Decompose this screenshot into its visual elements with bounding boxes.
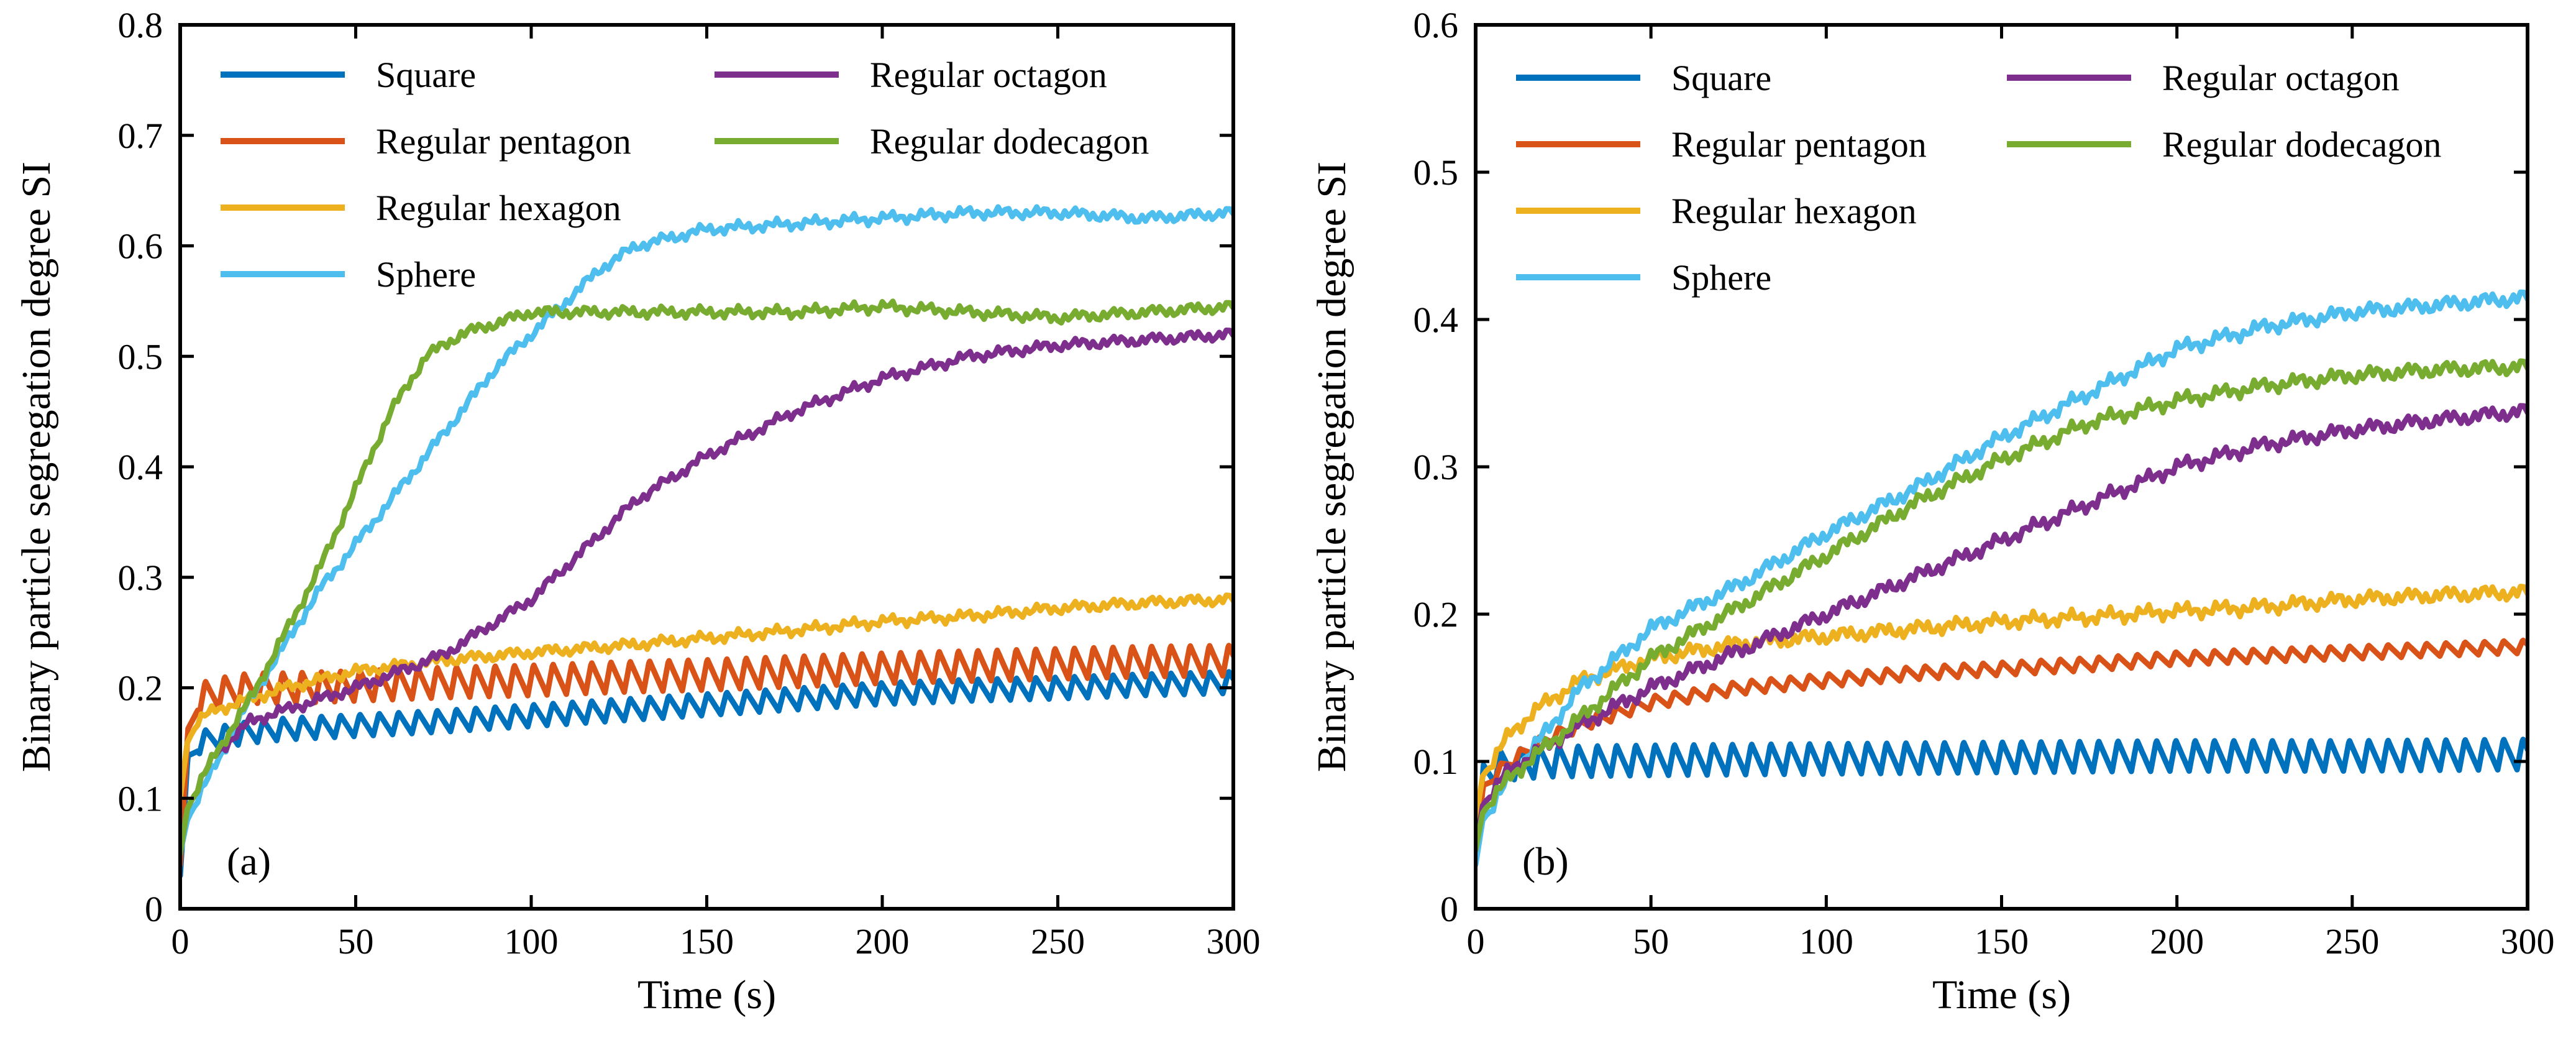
y-tick-label: 0.3 — [1414, 447, 1459, 487]
y-tick-label: 0.6 — [118, 226, 163, 267]
legend-label: Regular pentagon — [1671, 124, 1927, 165]
legend-item-regular-dodecagon: Regular dodecagon — [2007, 124, 2441, 165]
legend-label: Square — [1671, 58, 1771, 98]
y-axis-title: Binary particle segregation degree SI — [14, 162, 59, 772]
y-tick-label: 0.5 — [118, 336, 163, 377]
x-tick-label: 100 — [1799, 921, 1853, 962]
legend-label: Regular octagon — [2162, 58, 2400, 98]
series-line-regular-hexagon — [180, 592, 1233, 801]
x-tick-label: 300 — [1207, 921, 1261, 962]
x-tick-label: 150 — [680, 921, 734, 962]
legend-item-sphere: Sphere — [221, 254, 476, 295]
plot-area — [180, 204, 1233, 879]
legend-label: Regular dodecagon — [870, 121, 1149, 162]
y-tick-label: 0.2 — [118, 668, 163, 709]
legend-item-regular-pentagon: Regular pentagon — [1516, 124, 1927, 165]
legend-label: Regular hexagon — [1671, 191, 1917, 231]
series-line-regular-dodecagon — [1476, 358, 2528, 853]
y-tick-label: 0.4 — [1414, 300, 1459, 340]
y-axis-title: Binary particle segregation degree SI — [1309, 162, 1354, 772]
series-line-regular-pentagon — [1476, 637, 2528, 853]
legend: Square Regular pentagon Regular hexagon Sph… — [1516, 58, 2441, 298]
legend-item-regular-octagon: Regular octagon — [2007, 58, 2400, 98]
panel-a: 0 50 100 150 200 250 300 0 0.1 0.2 0.3 0.4 0.5 0.6 0.7… — [14, 5, 1261, 1018]
y-tick-label: 0.7 — [118, 116, 163, 156]
x-tick-label: 50 — [1633, 921, 1669, 962]
x-tick-label: 50 — [338, 921, 374, 962]
legend-label: Regular octagon — [870, 55, 1107, 95]
x-axis-title: Time (s) — [1932, 972, 2071, 1018]
legend-item-regular-dodecagon: Regular dodecagon — [715, 121, 1149, 162]
y-tick-label: 0.2 — [1414, 594, 1459, 635]
x-tick-label: 250 — [1031, 921, 1085, 962]
series-line-sphere — [1476, 289, 2528, 868]
legend-item-sphere: Sphere — [1516, 257, 1771, 298]
y-tick-label: 0.8 — [118, 5, 163, 45]
y-tick-label: 0.1 — [118, 778, 163, 819]
y-tick-label: 0.6 — [1414, 5, 1459, 45]
series-line-sphere — [180, 204, 1233, 857]
series-line-square — [180, 669, 1233, 879]
series-line-square — [1476, 737, 2528, 838]
legend-label: Square — [376, 55, 476, 95]
legend-label: Sphere — [1671, 257, 1771, 298]
x-tick-label: 200 — [856, 921, 910, 962]
series-line-regular-octagon — [1476, 403, 2528, 853]
legend-label: Regular dodecagon — [2162, 124, 2441, 165]
series-line-regular-octagon — [180, 328, 1233, 857]
x-tick-label: 0 — [171, 921, 190, 962]
series-line-regular-pentagon — [180, 643, 1233, 868]
legend-label: Regular hexagon — [376, 188, 621, 228]
y-tick-label: 0 — [145, 889, 163, 929]
legend: Square Regular pentagon Regular hexagon Sph… — [221, 55, 1149, 295]
panel-b: 0 50 100 150 200 250 300 0 0.1 0.2 0.3 0.4 0.5 0.6 Tim… — [1309, 5, 2555, 1018]
plot-area — [1476, 289, 2528, 868]
y-tick-label: 0 — [1440, 889, 1458, 929]
x-tick-label: 100 — [505, 921, 559, 962]
x-tick-label: 150 — [1975, 921, 2029, 962]
x-tick-label: 250 — [2325, 921, 2379, 962]
legend-item-regular-octagon: Regular octagon — [715, 55, 1107, 95]
x-tick-label: 200 — [2150, 921, 2204, 962]
legend-item-regular-hexagon: Regular hexagon — [221, 188, 621, 228]
y-tick-label: 0.4 — [118, 447, 163, 487]
y-tick-label: 0.3 — [118, 558, 163, 598]
y-tick-label: 0.1 — [1414, 742, 1459, 782]
legend-label: Sphere — [376, 254, 476, 295]
legend-item-square: Square — [1516, 58, 1771, 98]
panel-label: (b) — [1522, 839, 1569, 883]
x-tick-label: 300 — [2501, 921, 2555, 962]
series-line-regular-dodecagon — [180, 298, 1233, 857]
legend-label: Regular pentagon — [376, 121, 631, 162]
legend-item-regular-pentagon: Regular pentagon — [221, 121, 631, 162]
legend-item-regular-hexagon: Regular hexagon — [1516, 191, 1917, 231]
legend-item-square: Square — [221, 55, 476, 95]
x-axis-title: Time (s) — [637, 972, 776, 1018]
y-tick-label: 0.5 — [1414, 152, 1459, 193]
panel-label: (a) — [227, 839, 271, 883]
x-tick-label: 0 — [1467, 921, 1485, 962]
